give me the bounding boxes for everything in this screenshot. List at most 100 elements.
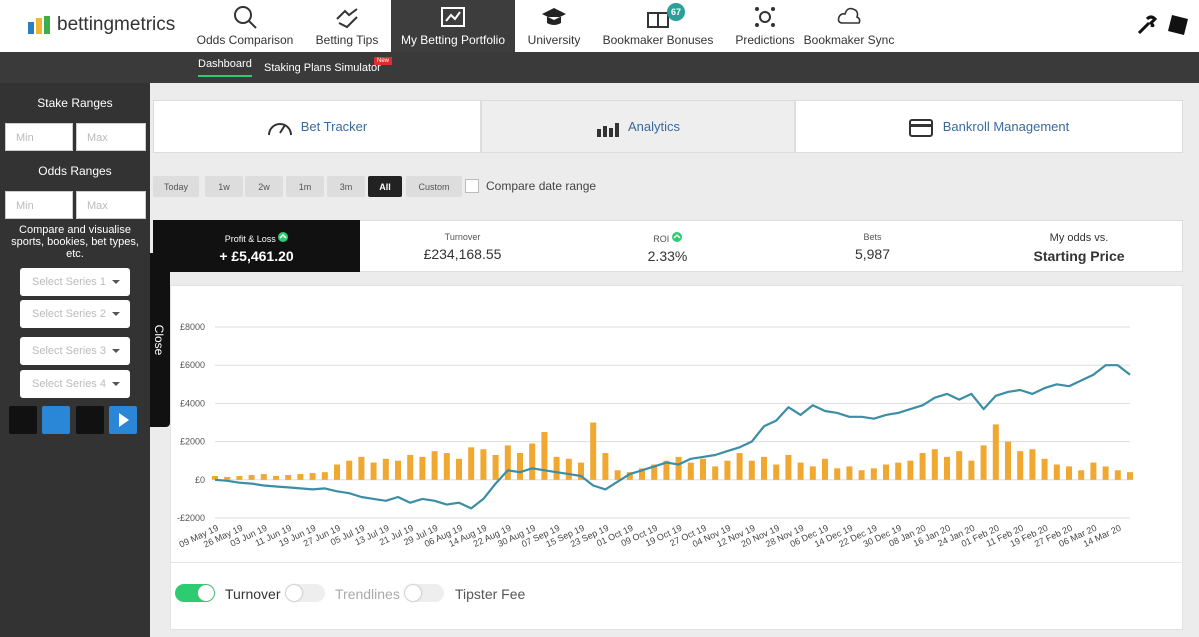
odds-min[interactable]: Min — [5, 191, 73, 219]
nav-item-active[interactable]: My Betting Portfolio — [391, 0, 515, 52]
nav-label: Bookmaker Sync — [803, 33, 895, 47]
bar — [480, 449, 487, 480]
tab[interactable]: Bet Tracker — [153, 100, 481, 153]
bar — [944, 456, 950, 480]
subnav: Dashboard Staking Plans Simulator New — [0, 52, 1199, 83]
stat-label: Profit & Loss — [224, 234, 276, 244]
bar — [578, 462, 584, 480]
bar — [736, 453, 743, 480]
range-button[interactable]: 2w — [245, 176, 283, 197]
nav-label: Bookmaker Bonuses — [602, 33, 714, 47]
bar — [907, 460, 914, 480]
compare-range-label[interactable]: Compare date range — [486, 179, 597, 193]
odds-max[interactable]: Max — [76, 191, 146, 219]
y-tick-label: £8000 — [180, 322, 205, 332]
refresh-button[interactable] — [76, 406, 104, 434]
tab-label: Analytics — [627, 119, 681, 134]
settings-icon[interactable] — [1137, 15, 1157, 35]
toggle-label[interactable]: Turnover — [225, 586, 281, 602]
bar — [773, 464, 780, 480]
range-button[interactable]: 3m — [327, 176, 365, 197]
bar — [687, 462, 694, 480]
filter-button[interactable] — [42, 406, 70, 434]
range-button[interactable]: Custom — [406, 176, 462, 197]
nav-label: Betting Tips — [315, 33, 379, 47]
bar — [248, 475, 255, 480]
series-select[interactable]: Select Series 3 — [20, 337, 130, 365]
bar — [224, 476, 231, 480]
line — [214, 364, 1131, 510]
toggle-label[interactable]: Trendlines — [335, 586, 400, 602]
badge: 67 — [667, 3, 685, 21]
toggle-switch[interactable] — [404, 584, 444, 602]
bar — [1005, 441, 1011, 480]
compare-text: Compare and visualise sports, bookies, b… — [11, 224, 139, 260]
bar — [431, 451, 438, 480]
bar — [651, 464, 658, 480]
close-tab[interactable] — [150, 253, 170, 427]
range-button[interactable]: 1m — [286, 176, 324, 197]
bar — [260, 474, 267, 480]
stat: Profit & Loss + £5,461.20 — [153, 220, 360, 272]
bar — [1041, 458, 1048, 480]
bar — [212, 475, 218, 480]
y-tick-label: £2000 — [180, 437, 205, 447]
bar — [236, 475, 243, 480]
bar — [273, 475, 279, 480]
series-select[interactable]: Select Series 1 — [20, 268, 130, 296]
stat-value: Starting Price — [1033, 248, 1125, 264]
series-select[interactable]: Select Series 2 — [20, 300, 130, 328]
bar — [565, 458, 572, 480]
bar — [504, 445, 511, 480]
logo[interactable]: bettingmetrics — [57, 14, 176, 35]
nav-item[interactable]: Bookmaker Sync — [803, 0, 895, 52]
header: bettingmetrics Odds Comparison Betting T… — [0, 0, 1199, 52]
bar — [395, 460, 401, 480]
stake-max[interactable]: Max — [76, 123, 146, 151]
stat-value: £234,168.55 — [423, 246, 502, 262]
nav-item[interactable]: Betting Tips — [310, 0, 384, 52]
checkbox[interactable] — [465, 179, 479, 193]
bar — [748, 460, 755, 480]
bar — [419, 456, 426, 480]
bar — [700, 458, 706, 480]
bar — [529, 443, 536, 480]
stat: Bets 5,987 — [770, 220, 975, 272]
bar — [931, 449, 938, 480]
subnav-item[interactable]: Staking Plans Simulator — [264, 62, 381, 74]
bar — [321, 472, 328, 480]
logo-icon — [28, 16, 50, 34]
tab-label: Bankroll Management — [942, 119, 1070, 134]
nav-item[interactable]: Predictions — [734, 0, 796, 52]
play-button[interactable] — [109, 406, 137, 434]
bar — [602, 453, 609, 480]
nav-item[interactable]: Bookmaker Bonuses — [600, 0, 716, 52]
range-button[interactable]: Today — [153, 176, 199, 197]
bar — [626, 472, 633, 480]
stat-value: + £5,461.20 — [219, 248, 294, 264]
stake-min[interactable]: Min — [5, 123, 73, 151]
bar — [724, 460, 731, 480]
bar — [492, 454, 499, 480]
nav-label: My Betting Portfolio — [400, 33, 506, 47]
nav-item[interactable]: University — [525, 0, 583, 52]
subnav-item-active[interactable]: Dashboard — [198, 58, 252, 77]
stat-label: ROI — [653, 234, 670, 244]
range-button[interactable]: 1w — [205, 176, 243, 197]
save-button[interactable] — [9, 406, 37, 434]
bar — [797, 462, 804, 480]
bar — [846, 466, 853, 480]
bar — [285, 475, 292, 480]
y-tick-label: £4000 — [180, 398, 205, 408]
series-select[interactable]: Select Series 4 — [20, 370, 130, 398]
bar — [358, 456, 365, 480]
toggle-label[interactable]: Tipster Fee — [455, 586, 526, 602]
toggle-switch[interactable] — [285, 584, 325, 602]
range-button-active[interactable]: All — [368, 176, 402, 197]
toggle-switch[interactable] — [175, 584, 215, 602]
tab[interactable]: Bankroll Management — [795, 100, 1183, 153]
book-icon[interactable] — [1168, 13, 1190, 35]
tab-active[interactable]: Analytics — [481, 100, 795, 153]
nav-item[interactable]: Odds Comparison — [195, 0, 295, 52]
